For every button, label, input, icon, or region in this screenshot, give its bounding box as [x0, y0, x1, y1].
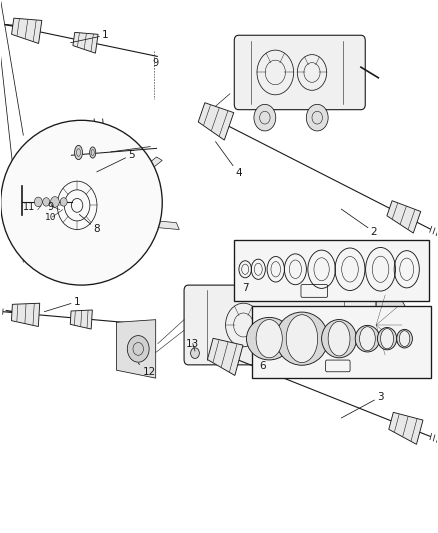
Circle shape	[35, 197, 42, 207]
Text: 1: 1	[71, 30, 109, 43]
Bar	[252, 306, 431, 378]
Circle shape	[127, 336, 149, 362]
Polygon shape	[387, 201, 421, 233]
Wedge shape	[376, 285, 409, 365]
Text: 9: 9	[48, 201, 54, 212]
Text: 5: 5	[97, 150, 135, 172]
Text: 6: 6	[260, 360, 266, 370]
Circle shape	[191, 348, 199, 359]
Ellipse shape	[286, 315, 318, 362]
Text: 3: 3	[341, 392, 384, 418]
Ellipse shape	[360, 327, 375, 351]
Text: 10: 10	[45, 213, 57, 222]
Text: 8: 8	[79, 214, 100, 235]
Ellipse shape	[397, 329, 413, 348]
Bar	[234, 240, 428, 301]
Circle shape	[43, 198, 49, 206]
Ellipse shape	[378, 327, 397, 350]
Text: 4: 4	[215, 142, 242, 179]
Text: 7: 7	[242, 284, 249, 294]
Ellipse shape	[90, 147, 96, 158]
Polygon shape	[11, 303, 40, 327]
Polygon shape	[11, 18, 42, 44]
Ellipse shape	[256, 319, 283, 358]
Circle shape	[60, 198, 67, 206]
Circle shape	[50, 197, 59, 207]
Text: 1: 1	[44, 296, 81, 312]
Polygon shape	[208, 338, 243, 375]
Polygon shape	[108, 157, 162, 198]
Circle shape	[306, 104, 328, 131]
FancyBboxPatch shape	[184, 285, 376, 365]
Text: 11: 11	[23, 201, 35, 212]
Polygon shape	[70, 310, 92, 329]
Text: 12: 12	[138, 364, 156, 377]
Polygon shape	[100, 216, 179, 230]
Polygon shape	[117, 320, 155, 378]
Polygon shape	[73, 33, 98, 53]
Ellipse shape	[321, 319, 357, 358]
Text: 9: 9	[152, 58, 159, 68]
Ellipse shape	[276, 312, 328, 365]
Text: 2: 2	[341, 209, 377, 237]
Ellipse shape	[328, 321, 350, 356]
Ellipse shape	[355, 325, 380, 352]
Ellipse shape	[74, 146, 82, 160]
Circle shape	[49, 171, 106, 240]
Polygon shape	[389, 413, 423, 445]
Polygon shape	[198, 103, 234, 140]
Circle shape	[254, 104, 276, 131]
FancyBboxPatch shape	[234, 35, 365, 110]
Ellipse shape	[1, 120, 162, 285]
Text: 13: 13	[186, 338, 199, 351]
Ellipse shape	[247, 318, 292, 360]
Ellipse shape	[399, 330, 410, 346]
Ellipse shape	[381, 328, 394, 349]
